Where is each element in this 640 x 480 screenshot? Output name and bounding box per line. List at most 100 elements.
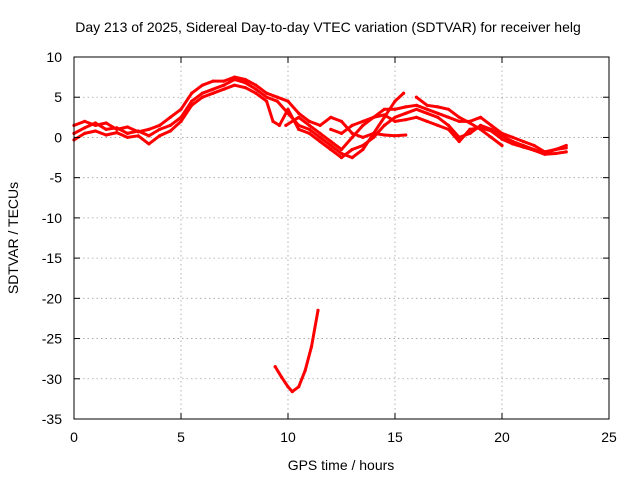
data-point [303,369,307,373]
data-point [372,135,376,139]
data-point [402,91,406,95]
data-point [297,127,301,131]
data-point [158,127,162,131]
data-traces [72,75,568,394]
data-point [372,115,376,119]
y-tick-label: -30 [42,371,62,387]
data-point [83,119,87,123]
data-point [104,121,108,125]
data-point [179,107,183,111]
data-point [479,123,483,127]
data-point [83,126,87,130]
data-point [243,86,247,90]
data-point [280,375,284,379]
data-point [436,123,440,127]
data-point [265,95,269,99]
data-point [275,99,279,103]
x-tick-label: 5 [177,429,185,445]
data-point [125,135,130,139]
data-point [382,107,386,111]
data-point [254,83,258,87]
data-point [425,111,429,115]
data-point [404,105,408,109]
data-point [511,142,515,146]
data-point [168,115,172,119]
data-point [290,390,294,394]
data-point [350,147,354,152]
data-point [93,123,97,127]
data-point [168,123,172,127]
data-point [532,143,536,148]
data-point [104,133,108,137]
data-point [222,87,226,91]
data-point [168,129,172,133]
data-point [158,134,162,138]
data-point [190,99,194,103]
data-point [446,127,451,131]
data-point [147,134,151,138]
data-point [271,119,275,123]
data-point [489,129,493,133]
data-point [83,131,87,135]
series-trace-a [72,78,406,160]
data-point [553,147,558,152]
data-point [200,95,204,99]
data-point [339,151,344,156]
data-point [361,119,365,123]
data-point [329,147,333,152]
data-point [489,135,493,139]
data-point [468,131,472,135]
data-point [222,79,226,83]
x-axis-label: GPS time / hours [288,457,395,473]
data-point [232,83,237,87]
data-point [329,115,333,119]
data-point [286,99,290,103]
data-point [297,111,301,115]
data-point [446,115,451,119]
data-point [382,113,386,117]
data-point [468,127,472,131]
y-tick-label: 0 [54,129,62,145]
data-point [436,115,440,119]
data-point [489,123,493,127]
data-point [275,95,279,99]
data-point [200,91,204,95]
data-point [393,107,397,111]
data-point [339,147,344,152]
data-point [307,123,311,127]
data-point [297,385,301,389]
data-point [115,127,119,131]
y-tick-label: -15 [42,250,62,266]
data-point [500,131,504,135]
chart-title: Day 213 of 2025, Sidereal Day-to-day VTE… [75,19,581,35]
data-point [318,123,322,127]
data-point [318,139,322,144]
data-point [307,119,311,123]
data-point [329,139,333,144]
data-point [232,75,237,79]
x-tick-label: 0 [70,429,78,445]
data-point [564,143,568,148]
data-point [273,365,277,369]
x-tick-label: 10 [280,429,296,445]
x-tick-label: 20 [494,429,510,445]
data-point [436,105,440,109]
data-point [243,81,247,85]
data-point [414,103,418,107]
data-point [222,83,226,87]
data-point [307,131,311,135]
data-point [147,127,151,131]
data-point [436,111,440,115]
data-point [309,345,314,349]
data-point [393,134,397,138]
data-point [318,135,322,139]
data-point [350,123,354,127]
y-tick-label: -25 [42,331,62,347]
y-tick-label: 5 [54,89,62,105]
y-tick-label: -20 [42,290,62,306]
data-point [350,131,354,135]
plot-frame [73,56,610,420]
data-point [136,134,140,138]
data-point [543,152,547,156]
